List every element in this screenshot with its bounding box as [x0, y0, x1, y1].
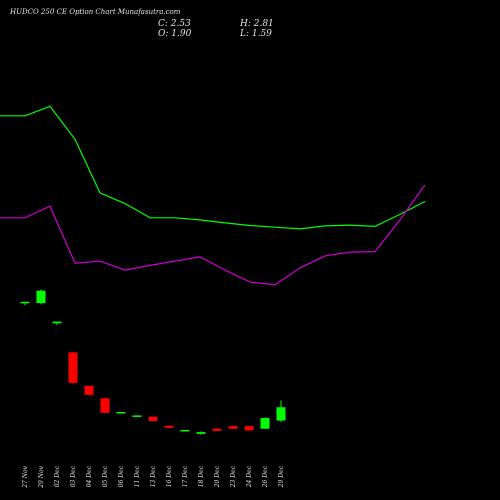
candle-body	[52, 321, 62, 324]
chart-title: HUDCO 250 CE Option Chart Munafasutra.co…	[10, 8, 181, 16]
x-tick-label: 23 Dec	[230, 465, 237, 488]
x-tick-label: 03 Dec	[70, 465, 77, 487]
candle-body	[212, 428, 222, 431]
x-tick-label: 24 Dec	[246, 465, 253, 488]
x-tick-label: 20 Dec	[214, 465, 221, 488]
candle-body	[84, 385, 94, 395]
x-tick-label: 02 Dec	[54, 465, 61, 487]
close-value: C: 2.53	[158, 19, 191, 29]
series-line-1	[0, 105, 426, 230]
x-tick-label: 13 Dec	[150, 465, 157, 487]
candle-body	[100, 398, 110, 413]
series-line-2	[0, 184, 426, 286]
candle-body	[180, 429, 190, 432]
candle-body	[20, 301, 30, 304]
x-tick-label: 26 Dec	[262, 465, 269, 488]
x-tick-label: 27 Nov	[22, 465, 29, 488]
high-value: H: 2.81	[240, 19, 274, 29]
candle-body	[228, 426, 238, 429]
x-tick-label: 18 Dec	[198, 465, 205, 487]
x-tick-label: 04 Dec	[86, 465, 93, 487]
x-tick-label: 05 Dec	[102, 465, 109, 487]
x-tick-label: 29 Nov	[38, 465, 45, 488]
candle-body	[244, 426, 254, 431]
candle-body	[116, 411, 126, 414]
candle-body	[276, 407, 286, 421]
candle-body	[132, 415, 142, 417]
candle-body	[260, 417, 270, 429]
x-tick-label: 06 Dec	[118, 465, 125, 487]
candle-body	[68, 352, 78, 383]
open-value: O: 1.90	[158, 29, 192, 39]
x-tick-label: 17 Dec	[182, 465, 189, 487]
low-value: L: 1.59	[240, 29, 272, 39]
x-tick-label: 16 Dec	[166, 465, 173, 487]
candle-body	[36, 290, 46, 304]
candle-body	[148, 416, 158, 421]
x-tick-label: 29 Dec	[278, 465, 285, 488]
candle-body	[164, 425, 174, 428]
candle-body	[196, 432, 206, 434]
x-tick-label: 11 Dec	[134, 465, 141, 487]
